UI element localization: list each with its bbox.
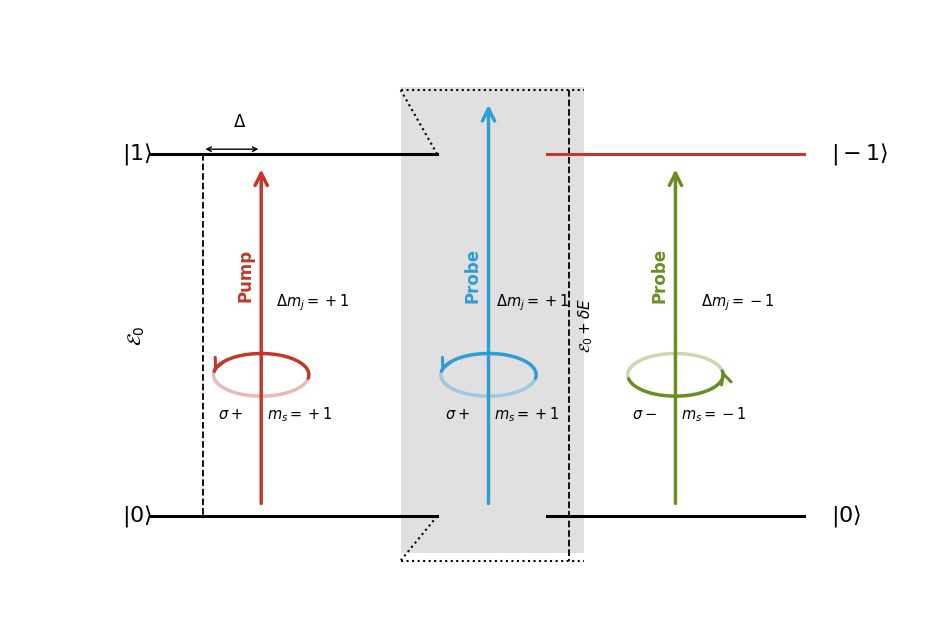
Text: $\Delta m_j=+1$: $\Delta m_j=+1$ [276,292,349,313]
Text: $|0\rangle$: $|0\rangle$ [831,503,861,529]
Text: Pump: Pump [236,249,254,302]
Text: $m_s=+1$: $m_s=+1$ [495,405,560,424]
Text: $\mathcal{E}_0+\delta E$: $\mathcal{E}_0+\delta E$ [577,298,595,353]
Text: $|1\rangle$: $|1\rangle$ [122,141,152,167]
Text: $\Delta m_j=-1$: $\Delta m_j=-1$ [701,292,775,313]
Text: $|-1\rangle$: $|-1\rangle$ [831,141,888,167]
Text: $\mathcal{E}_0$: $\mathcal{E}_0$ [127,325,147,345]
Text: Probe: Probe [650,248,668,303]
Text: $|0\rangle$: $|0\rangle$ [122,503,152,529]
Text: $\Delta$: $\Delta$ [233,113,246,131]
Text: Probe: Probe [464,248,482,303]
Text: $\Delta m_j=+1$: $\Delta m_j=+1$ [496,292,569,313]
Text: $\sigma +$: $\sigma +$ [446,407,470,422]
Text: $\sigma +$: $\sigma +$ [219,407,243,422]
Text: $m_s=-1$: $m_s=-1$ [681,405,747,424]
Polygon shape [400,87,584,553]
Text: $\sigma -$: $\sigma -$ [632,407,657,422]
Text: $m_s=+1$: $m_s=+1$ [267,405,333,424]
